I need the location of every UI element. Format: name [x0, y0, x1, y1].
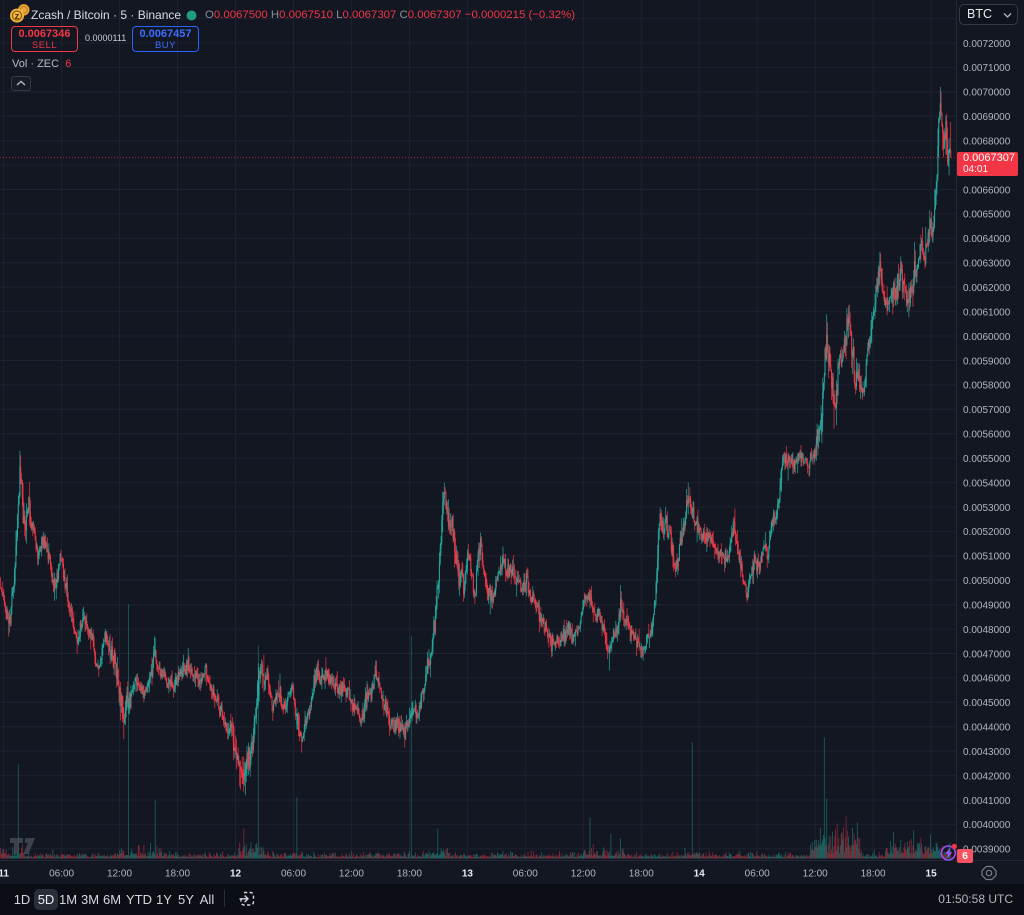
svg-text:0.0046000: 0.0046000 [963, 674, 1011, 685]
svg-text:12:00: 12:00 [339, 869, 364, 880]
svg-text:0.0060000: 0.0060000 [963, 332, 1011, 343]
svg-text:0.0055000: 0.0055000 [963, 454, 1011, 465]
svg-text:0.0066000: 0.0066000 [963, 185, 1011, 196]
svg-text:13: 13 [462, 869, 474, 880]
svg-text:0.0054000: 0.0054000 [963, 478, 1011, 489]
svg-text:0.0050000: 0.0050000 [963, 576, 1011, 587]
svg-text:06:00: 06:00 [745, 869, 770, 880]
svg-text:0.0061000: 0.0061000 [963, 307, 1011, 318]
svg-text:18:00: 18:00 [861, 869, 886, 880]
svg-text:11: 11 [0, 869, 9, 880]
svg-text:06:00: 06:00 [49, 869, 74, 880]
svg-text:0.0063000: 0.0063000 [963, 259, 1011, 270]
svg-text:18:00: 18:00 [397, 869, 422, 880]
svg-text:0.0069000: 0.0069000 [963, 112, 1011, 123]
svg-text:0.0047000: 0.0047000 [963, 649, 1011, 660]
svg-text:0.0072000: 0.0072000 [963, 39, 1011, 50]
svg-text:0.0064000: 0.0064000 [963, 234, 1011, 245]
svg-text:15: 15 [926, 869, 938, 880]
svg-text:0.0040000: 0.0040000 [963, 820, 1011, 831]
svg-text:0.0045000: 0.0045000 [963, 698, 1011, 709]
svg-text:0.0053000: 0.0053000 [963, 503, 1011, 514]
svg-text:18:00: 18:00 [165, 869, 190, 880]
svg-text:14: 14 [694, 869, 706, 880]
svg-text:06:00: 06:00 [513, 869, 538, 880]
svg-text:0.0059000: 0.0059000 [963, 356, 1011, 367]
svg-text:18:00: 18:00 [629, 869, 654, 880]
svg-text:z: z [15, 11, 20, 22]
svg-text:0.0058000: 0.0058000 [963, 381, 1011, 392]
svg-text:0.0041000: 0.0041000 [963, 796, 1011, 807]
svg-text:0.0042000: 0.0042000 [963, 771, 1011, 782]
svg-text:0.0057000: 0.0057000 [963, 405, 1011, 416]
svg-text:0.0044000: 0.0044000 [963, 723, 1011, 734]
svg-text:06:00: 06:00 [281, 869, 306, 880]
svg-text:0.0043000: 0.0043000 [963, 747, 1011, 758]
svg-text:0.0065000: 0.0065000 [963, 210, 1011, 221]
svg-text:12: 12 [230, 869, 242, 880]
svg-text:0.0049000: 0.0049000 [963, 601, 1011, 612]
svg-text:0.0039000: 0.0039000 [963, 845, 1011, 856]
svg-text:12:00: 12:00 [571, 869, 596, 880]
svg-text:0.0056000: 0.0056000 [963, 430, 1011, 441]
svg-text:0.0052000: 0.0052000 [963, 527, 1011, 538]
svg-text:0.0068000: 0.0068000 [963, 137, 1011, 148]
svg-text:0.0070000: 0.0070000 [963, 88, 1011, 99]
svg-text:0.0048000: 0.0048000 [963, 625, 1011, 636]
svg-text:12:00: 12:00 [803, 869, 828, 880]
svg-text:0.0071000: 0.0071000 [963, 63, 1011, 74]
svg-text:0.0062000: 0.0062000 [963, 283, 1011, 294]
svg-text:12:00: 12:00 [107, 869, 132, 880]
svg-text:0.0051000: 0.0051000 [963, 552, 1011, 563]
